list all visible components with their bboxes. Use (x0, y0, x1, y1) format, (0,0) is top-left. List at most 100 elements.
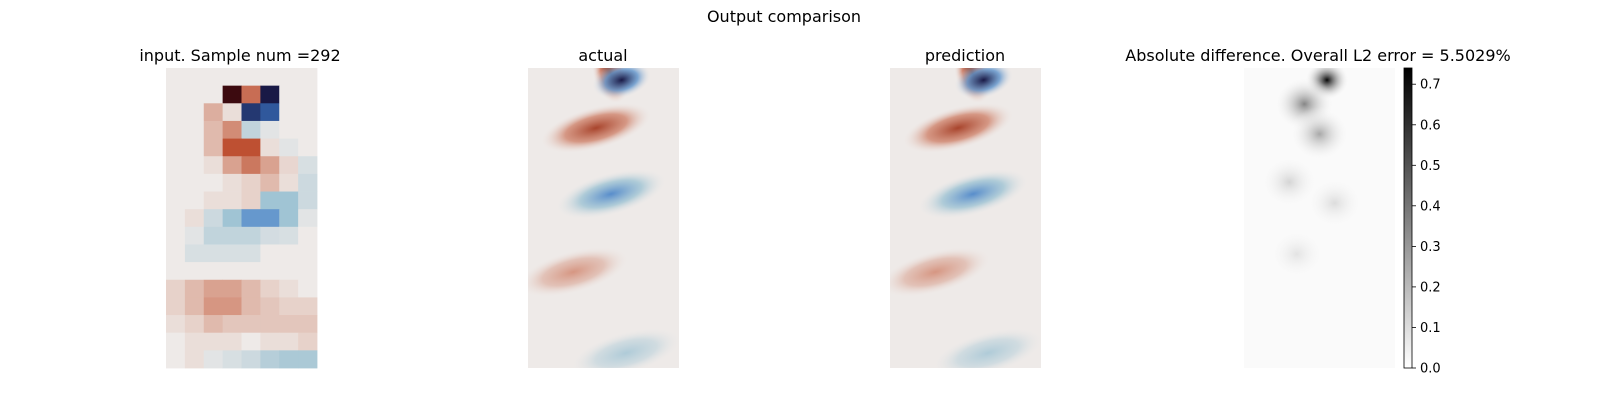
heatmap-cell (166, 262, 186, 281)
heatmap-cell (260, 244, 280, 263)
heatmap-cell (203, 279, 224, 298)
heatmap-cell (203, 209, 224, 228)
heatmap-cell (222, 350, 242, 369)
heatmap-cell (222, 209, 242, 228)
heatmap-cell (260, 297, 280, 316)
heatmap-cell (298, 156, 318, 175)
heatmap-cell (184, 332, 205, 351)
heatmap-cell (222, 226, 242, 245)
heatmap-cell (241, 103, 261, 122)
error-hotspot (1259, 155, 1320, 209)
heatmap-cell (298, 350, 318, 369)
heatmap-cell (184, 191, 205, 210)
heatmap-cell (298, 332, 318, 351)
heatmap-cell (279, 279, 299, 298)
heatmap-cell (166, 103, 186, 122)
heatmap-cell (241, 209, 261, 228)
heatmap-cell (166, 350, 186, 369)
heatmap-cell (166, 173, 186, 192)
heatmap-cell (260, 68, 280, 87)
vortex-positive (528, 246, 630, 298)
heatmap-cell (279, 244, 299, 263)
panel-prediction-title: prediction (925, 46, 1005, 65)
vortex-negative (570, 327, 679, 368)
heatmap-cell (184, 68, 205, 87)
colorbar-tick-label: 0.4 (1420, 199, 1441, 214)
vortex-positive (890, 246, 992, 298)
heatmap-cell (260, 315, 280, 334)
heatmap-cell (203, 68, 224, 87)
heatmap-cell (184, 226, 205, 245)
panel-input: input. Sample num =292 (139, 46, 341, 369)
heatmap-cell (166, 156, 186, 175)
heatmap-cell (166, 191, 186, 210)
heatmap-cell (260, 209, 280, 228)
heatmap-cell (260, 332, 280, 351)
heatmap-cell (203, 350, 224, 369)
error-hotspot (1304, 176, 1365, 230)
heatmap-cell (260, 191, 280, 210)
heatmap-cell (166, 315, 186, 334)
heatmap-cell (279, 120, 299, 139)
heatmap-cell (184, 279, 205, 298)
heatmap-cell (279, 191, 299, 210)
heatmap-cell (203, 173, 224, 192)
heatmap-cell (298, 85, 318, 104)
heatmap-cell (241, 226, 261, 245)
heatmap-cell (203, 156, 224, 175)
heatmap-cell (279, 332, 299, 351)
panel-actual-title: actual (578, 46, 627, 65)
panel-difference: Absolute difference. Overall L2 error = … (1125, 46, 1510, 377)
heatmap-cell (203, 244, 224, 263)
heatmap-cell (279, 173, 299, 192)
heatmap-cell (279, 226, 299, 245)
panel-input-title: input. Sample num =292 (139, 46, 340, 65)
heatmap-cell (298, 297, 318, 316)
heatmap-cell (241, 350, 261, 369)
heatmap-cell (166, 120, 186, 139)
vortex-negative (917, 168, 1029, 220)
heatmap-cell (260, 173, 280, 192)
heatmap-cell (298, 103, 318, 122)
heatmap-cell (279, 297, 299, 316)
heatmap-cell (184, 262, 205, 281)
heatmap-cell (241, 138, 261, 157)
heatmap-cell (166, 226, 186, 245)
heatmap-cell (166, 297, 186, 316)
figure-suptitle: Output comparison (707, 7, 861, 26)
heatmap-cell (279, 103, 299, 122)
heatmap-cell (203, 315, 224, 334)
heatmap-cell (222, 138, 242, 157)
heatmap-cell (184, 156, 205, 175)
vortex-positive (902, 102, 1014, 154)
heatmap-cell (222, 68, 242, 87)
heatmap-cell (166, 332, 186, 351)
colorbar-tick-label: 0.7 (1420, 78, 1441, 93)
heatmap-cell (279, 68, 299, 87)
heatmap-cell (241, 120, 261, 139)
heatmap-cell (222, 103, 242, 122)
heatmap-cell (260, 279, 280, 298)
heatmap-cell (184, 297, 205, 316)
heatmap-cell (298, 138, 318, 157)
heatmap-cell (260, 226, 280, 245)
heatmap-cell (298, 68, 318, 87)
heatmap-cell (298, 226, 318, 245)
colorbar-tick-label: 0.6 (1420, 118, 1441, 133)
heatmap-cell (279, 209, 299, 228)
heatmap-cell (279, 350, 299, 369)
heatmap-cell (241, 279, 261, 298)
panel-difference-title: Absolute difference. Overall L2 error = … (1125, 46, 1510, 65)
heatmap-cell (166, 85, 186, 104)
heatmap-cell (203, 332, 224, 351)
heatmap-cell (203, 138, 224, 157)
heatmap-cell (184, 138, 205, 157)
colorbar-tick-label: 0.2 (1420, 280, 1441, 295)
heatmap-cell (222, 315, 242, 334)
heatmap-cell (279, 262, 299, 281)
prediction-heatmap (890, 68, 1041, 368)
panel-prediction: prediction (890, 46, 1041, 368)
heatmap-cell (241, 85, 261, 104)
heatmap-cell (222, 244, 242, 263)
heatmap-cell (222, 191, 242, 210)
